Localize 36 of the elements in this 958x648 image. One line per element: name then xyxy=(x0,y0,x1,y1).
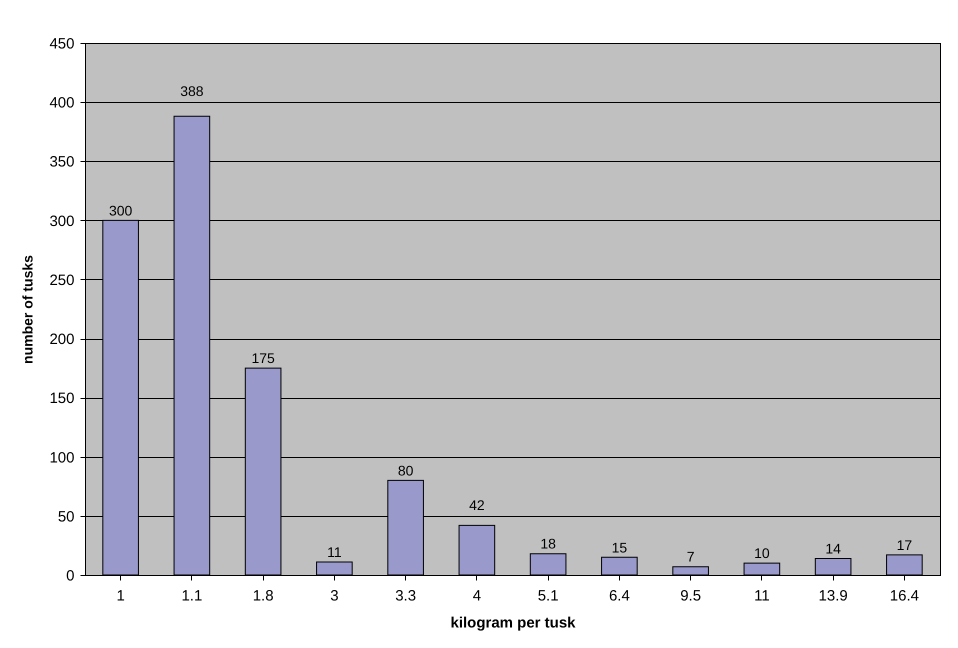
data-label: 10 xyxy=(754,545,770,562)
y-axis-title: number of tusks xyxy=(19,254,36,364)
data-label: 7 xyxy=(686,548,695,565)
data-label: 42 xyxy=(469,496,485,513)
data-label: 14 xyxy=(825,540,842,556)
data-label: 15 xyxy=(612,539,628,556)
x-tick-label: 13.9 xyxy=(818,588,848,604)
y-tick-label: 400 xyxy=(49,94,74,112)
x-axis-title: kilogram per tusk xyxy=(450,614,576,632)
data-label: 17 xyxy=(896,536,912,553)
y-tick-label: 250 xyxy=(49,272,74,289)
x-tick-label: 3 xyxy=(330,588,339,604)
data-label: 11 xyxy=(327,544,342,560)
data-label: 300 xyxy=(108,202,133,218)
x-tick-label: 5.1 xyxy=(538,588,559,604)
y-tick-label: 350 xyxy=(49,154,74,171)
y-tick-label: 0 xyxy=(66,568,74,584)
x-tick-label: 1 xyxy=(116,588,125,604)
x-tick-label: 9.5 xyxy=(680,588,702,604)
y-tick-label: 100 xyxy=(49,449,74,466)
data-label: 18 xyxy=(540,536,556,552)
x-tick-label: 3.3 xyxy=(395,588,416,604)
y-tick-label: 300 xyxy=(49,212,74,230)
data-label: 175 xyxy=(251,350,276,366)
data-label: 388 xyxy=(180,83,204,100)
x-tick-label: 1.1 xyxy=(181,588,202,604)
y-tick-label: 50 xyxy=(58,508,74,526)
y-tick-label: 200 xyxy=(49,331,74,348)
x-tick-label: 16.4 xyxy=(890,588,919,604)
y-tick-label: 150 xyxy=(49,390,74,408)
x-tick-label: 4 xyxy=(472,588,482,604)
data-label: 80 xyxy=(398,462,414,478)
y-tick-label: 450 xyxy=(49,36,74,52)
x-tick-label: 6.4 xyxy=(608,588,630,604)
x-tick-label: 11 xyxy=(754,588,770,604)
x-tick-label: 1.8 xyxy=(252,588,274,604)
